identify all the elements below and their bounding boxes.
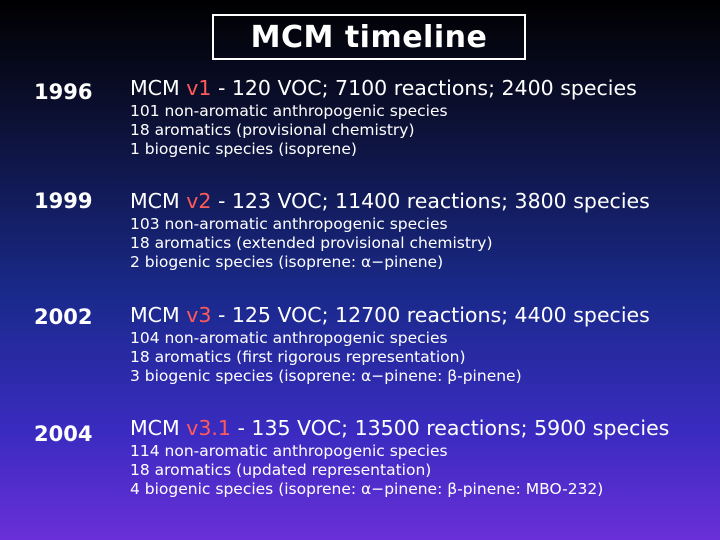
entry-details: 104 non-aromatic anthropogenic species 1… (130, 329, 522, 386)
detail-line: 101 non-aromatic anthropogenic species (130, 102, 448, 120)
detail-line: 3 biogenic species (isoprene: α−pinene: … (130, 367, 522, 385)
slide-title: MCM timeline (212, 14, 526, 60)
entry-headline: MCM v3.1 - 135 VOC; 13500 reactions; 590… (130, 416, 669, 440)
entry-year: 1996 (34, 80, 93, 104)
entry-details: 103 non-aromatic anthropogenic species 1… (130, 215, 493, 272)
model-summary: - 125 VOC; 12700 reactions; 4400 species (211, 303, 650, 327)
model-version: v3.1 (186, 416, 231, 440)
detail-line: 2 biogenic species (isoprene: α−pinene) (130, 253, 444, 271)
detail-line: 18 aromatics (updated representation) (130, 461, 432, 479)
detail-line: 4 biogenic species (isoprene: α−pinene: … (130, 480, 604, 498)
detail-line: 104 non-aromatic anthropogenic species (130, 329, 448, 347)
detail-line: 114 non-aromatic anthropogenic species (130, 442, 448, 460)
model-version: v1 (186, 76, 212, 100)
detail-line: 18 aromatics (extended provisional chemi… (130, 234, 493, 252)
model-name: MCM (130, 416, 180, 440)
model-name: MCM (130, 189, 180, 213)
entry-year: 2004 (34, 422, 93, 446)
model-version: v2 (186, 189, 212, 213)
model-summary: - 135 VOC; 13500 reactions; 5900 species (230, 416, 670, 440)
model-name: MCM (130, 303, 180, 327)
entry-details: 114 non-aromatic anthropogenic species 1… (130, 442, 603, 499)
entry-headline: MCM v2 - 123 VOC; 11400 reactions; 3800 … (130, 189, 650, 213)
entry-details: 101 non-aromatic anthropogenic species 1… (130, 102, 448, 159)
detail-line: 1 biogenic species (isoprene) (130, 140, 357, 158)
entry-headline: MCM v3 - 125 VOC; 12700 reactions; 4400 … (130, 303, 650, 327)
detail-line: 18 aromatics (first rigorous representat… (130, 348, 466, 366)
model-summary: - 120 VOC; 7100 reactions; 2400 species (211, 76, 637, 100)
entry-year: 2002 (34, 305, 93, 329)
detail-line: 103 non-aromatic anthropogenic species (130, 215, 448, 233)
detail-line: 18 aromatics (provisional chemistry) (130, 121, 415, 139)
model-version: v3 (186, 303, 212, 327)
entry-headline: MCM v1 - 120 VOC; 7100 reactions; 2400 s… (130, 76, 637, 100)
entry-year: 1999 (34, 189, 93, 213)
model-name: MCM (130, 76, 180, 100)
model-summary: - 123 VOC; 11400 reactions; 3800 species (211, 189, 650, 213)
